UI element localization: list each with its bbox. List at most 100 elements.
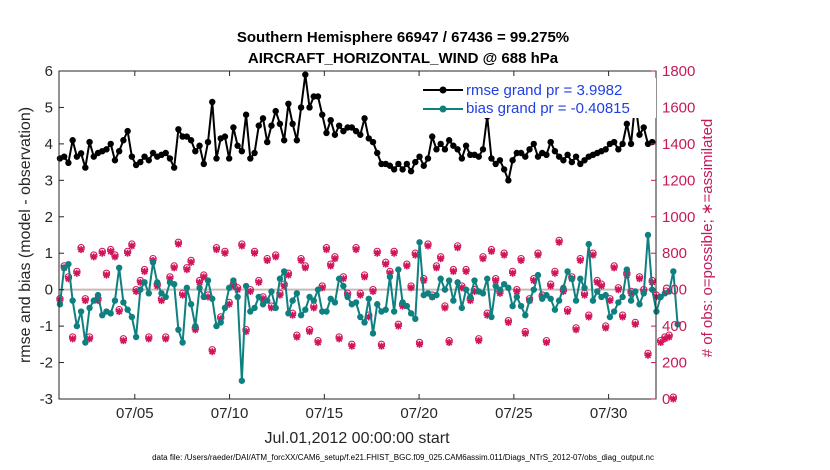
obs-assimilated-stroke	[632, 321, 639, 328]
obs-assimilated-stroke	[509, 270, 516, 277]
bias-point	[361, 319, 368, 326]
rmse-point	[289, 120, 296, 128]
bias-point	[517, 302, 525, 310]
bias-point	[577, 275, 584, 282]
legend: rmse grand pr = 3.9982 bias grand pr = -…	[418, 78, 656, 118]
bias-point	[65, 260, 72, 268]
axis-ticks-group: 07/05 07/10 07/15 07/20 07/25 07/30 -3 -2 -1 0 1 2 3…	[40, 63, 696, 422]
bias-point	[335, 275, 343, 282]
rmse-point	[209, 98, 216, 106]
obs-assimilated-stroke	[581, 291, 588, 299]
obs-assimilated-marker	[297, 257, 305, 265]
bias-point	[230, 277, 237, 284]
x-tick-label: 07/20	[400, 405, 438, 422]
y-left-tick-label: 0	[45, 282, 53, 299]
rmse-point	[302, 71, 309, 78]
obs-assimilated-marker	[394, 322, 402, 330]
x-tick-label: 07/10	[211, 405, 249, 422]
rmse-point	[424, 155, 432, 162]
bias-point	[204, 277, 212, 284]
bias-point	[69, 297, 76, 304]
y-axis-right-label: # of obs: o=possible; ∗=assimilated	[699, 119, 716, 358]
rmse-point	[450, 142, 457, 149]
bias-point	[644, 231, 652, 239]
bias-point	[390, 308, 398, 315]
obs-assimilated-stroke	[577, 257, 584, 264]
bias-point	[534, 271, 542, 279]
obs-assimilated-marker	[437, 255, 445, 263]
rmse-point	[509, 157, 516, 164]
rmse-point	[530, 140, 537, 148]
obs-assimilated-marker	[352, 246, 360, 254]
obs-assimilated-stroke	[572, 326, 580, 333]
bias-point	[551, 306, 559, 313]
y-left-tick-label: -1	[40, 318, 53, 335]
rmse-point	[429, 133, 436, 140]
rmse-point	[77, 150, 85, 157]
rmse-point	[492, 160, 499, 168]
obs-assimilated-stroke	[505, 319, 512, 326]
rmse-point	[416, 153, 423, 160]
obs-assimilated-marker	[390, 249, 398, 257]
rmse-point	[187, 137, 195, 144]
bias-point	[665, 288, 673, 295]
obs-assimilated-stroke	[352, 246, 360, 253]
bias-point	[340, 282, 347, 290]
rmse-point	[627, 140, 635, 148]
bias-point	[128, 313, 136, 321]
rmse-point	[479, 146, 487, 153]
obs-assimilated-marker	[581, 291, 589, 299]
rmse-point	[238, 147, 246, 155]
bias-point	[467, 293, 474, 301]
obs-assimilated-marker	[208, 348, 216, 356]
bias-point	[86, 304, 93, 312]
rmse-point	[225, 155, 233, 162]
bias-point	[272, 304, 279, 312]
bias-point	[572, 297, 580, 304]
rmse-point	[445, 137, 453, 144]
obs-assimilated-stroke	[517, 257, 525, 264]
rmse-point	[543, 151, 550, 159]
bias-point	[60, 264, 68, 271]
bias-point	[581, 284, 588, 292]
obs-assimilated-stroke	[247, 288, 254, 295]
rmse-point	[65, 159, 72, 167]
obs-assimilated-marker	[115, 308, 123, 316]
rmse-point	[517, 149, 525, 157]
obs-assimilated-marker	[424, 242, 432, 250]
rmse-point	[357, 131, 364, 138]
obs-assimilated-stroke	[551, 270, 559, 277]
bias-point	[158, 290, 165, 297]
bias-point	[568, 275, 576, 282]
obs-assimilated-stroke	[513, 288, 521, 295]
obs-assimilated-marker	[369, 287, 377, 295]
bias-point	[382, 306, 389, 313]
rmse-point	[170, 164, 178, 171]
obs-assimilated-stroke	[145, 335, 152, 343]
obs-assimilated-stroke	[644, 352, 652, 359]
bias-point	[564, 268, 571, 275]
obs-assimilated-stroke	[585, 313, 592, 321]
obs-assimilated-stroke	[209, 348, 216, 355]
obs-assimilated-marker	[246, 287, 254, 295]
obs-assimilated-marker	[111, 253, 119, 261]
bias-point	[399, 299, 406, 306]
bias-point	[120, 299, 127, 306]
rmse-point	[268, 122, 275, 129]
obs-assimilated-stroke	[171, 264, 178, 271]
bias-point	[555, 297, 563, 304]
rmse-point	[500, 166, 508, 173]
rmse-point	[293, 137, 301, 144]
obs-assimilated-stroke	[302, 264, 309, 271]
bias-point	[365, 295, 372, 302]
obs-assimilated-stroke	[433, 264, 440, 271]
bias-point	[585, 240, 592, 248]
bias-point	[111, 297, 119, 304]
bias-point	[602, 291, 609, 299]
bias-point	[145, 290, 152, 297]
obs-assimilated-stroke	[450, 268, 457, 275]
legend-box	[418, 78, 656, 118]
obs-assimilated-marker	[407, 284, 415, 292]
obs-assimilated-stroke	[221, 250, 229, 257]
bias-point	[530, 286, 537, 293]
